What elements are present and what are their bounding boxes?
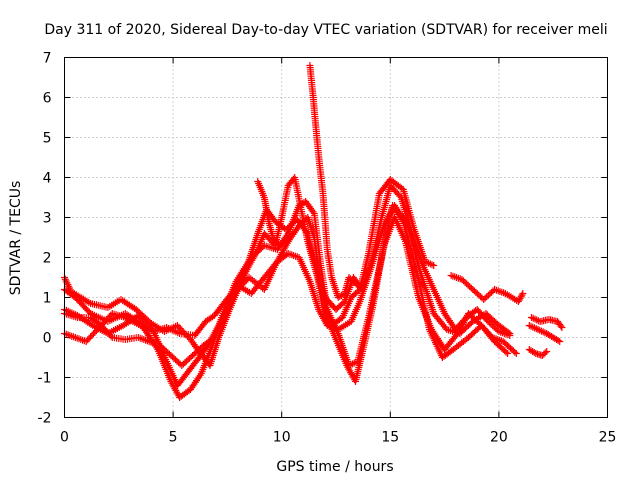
y-tick-label: 5: [43, 131, 52, 147]
y-tick-label: 0: [43, 331, 52, 347]
x-tick-label: 25: [599, 430, 617, 446]
plus-markers-6: [306, 62, 362, 301]
data-markers: [61, 62, 566, 401]
y-tick-label: 3: [43, 211, 52, 227]
series-satellite-track-6: [306, 62, 362, 301]
y-tick-label: 7: [43, 51, 52, 67]
x-tick-label: 10: [273, 430, 291, 446]
plus-markers-11: [525, 346, 551, 359]
series-satellite-track-10: [525, 322, 564, 345]
x-axis-label: GPS time / hours: [276, 459, 393, 475]
y-tick-label: 2: [43, 251, 52, 267]
plus-markers-3: [61, 214, 520, 389]
y-axis-label: SDTVAR / TECUs: [8, 181, 24, 296]
y-tick-label: 4: [43, 171, 52, 187]
series-satellite-track-3: [61, 214, 520, 389]
x-tick-labels: 0 5 10 15 20 25: [60, 430, 616, 446]
y-tick-label: 1: [43, 291, 52, 307]
plus-markers-8: [447, 272, 527, 305]
series-satellite-track-11: [525, 346, 551, 359]
series-satellite-track-8: [447, 272, 527, 305]
y-tick-label: -1: [38, 371, 52, 387]
plot-frame: [64, 57, 608, 418]
y-tick-label: -2: [38, 411, 52, 427]
x-tick-label: 20: [490, 430, 508, 446]
x-tick-label: 5: [169, 430, 178, 446]
chart-title: Day 311 of 2020, Sidereal Day-to-day VTE…: [44, 22, 607, 38]
plus-markers-9: [528, 314, 566, 331]
plus-markers-10: [525, 322, 564, 345]
x-tick-label: 0: [60, 430, 69, 446]
grid-lines: [64, 57, 608, 418]
y-tick-labels: -2 -1 0 1 2 3 4 5 6 7: [38, 51, 52, 427]
plus-markers-7: [254, 178, 288, 249]
series-satellite-track-7: [254, 178, 288, 249]
series-satellite-track-5: [61, 174, 514, 369]
axis-ticks: [64, 57, 608, 418]
x-tick-label: 15: [381, 430, 399, 446]
series-satellite-track-9: [528, 314, 566, 331]
y-tick-label: 6: [43, 91, 52, 107]
plus-markers-5: [61, 174, 514, 369]
